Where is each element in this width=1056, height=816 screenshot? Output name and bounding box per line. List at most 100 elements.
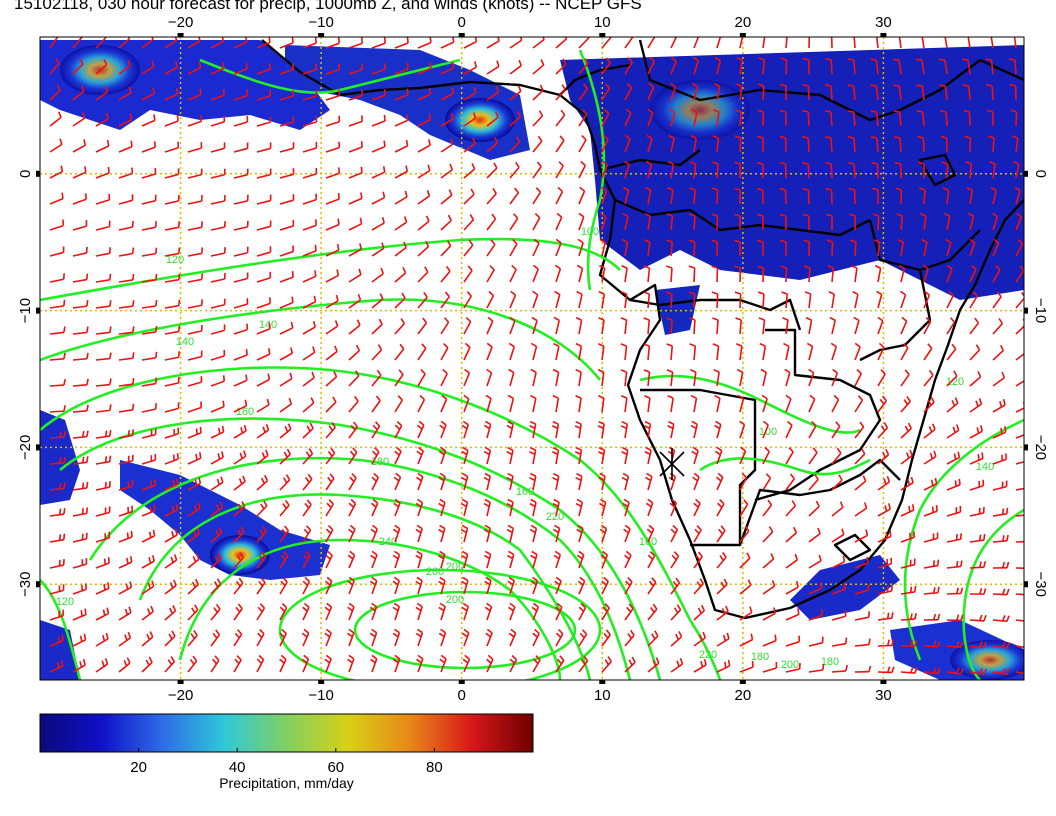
wind-barb [1015,428,1024,439]
wind-barb [969,452,984,465]
wind-barb [95,247,111,257]
wind-barb [735,343,743,361]
contour-line [88,456,632,680]
wind-barb [325,89,341,101]
colorbar [39,713,534,753]
wind-barb [946,533,962,543]
wind-barb [785,581,799,595]
wind-barb [666,239,673,257]
wind-barb [233,475,246,491]
wind-barb [969,371,982,387]
wind-barb [577,238,584,257]
lon-tick-label-bottom: 30 [875,687,892,704]
wind-barb [900,369,910,387]
wind-barb [1015,514,1024,517]
wind-barb [735,83,743,101]
wind-barb [506,498,514,517]
wind-barb [164,247,181,257]
wind-barb [187,273,204,283]
wind-barb [714,56,722,75]
wind-barb [417,62,432,75]
wind-barb [555,655,565,673]
wind-barb [348,63,364,75]
wind-barb [943,212,951,231]
wind-barb [969,317,980,335]
lon-tick-label-top: −20 [168,14,193,31]
wind-barb [394,292,406,309]
wind-barb [624,37,634,49]
wind-barb [1015,593,1024,596]
wind-barb [347,654,355,673]
wind-barb [531,316,538,335]
wind-barb [1010,109,1018,127]
wind-barb [992,588,1010,596]
wind-barb [621,238,629,257]
wind-barb [483,472,491,491]
wind-barb [946,370,958,387]
wind-barb [922,264,929,283]
wind-barb [850,239,857,257]
wind-barb [348,141,363,153]
wind-barb [808,447,818,465]
wind-barb [688,265,696,283]
contour-label: 240 [379,536,397,548]
wind-barb [762,473,772,491]
wind-barb [118,352,135,361]
wind-barb [95,112,109,127]
wind-barb [1015,318,1024,335]
frame-tick [36,170,40,177]
wind-barb [785,526,798,543]
wind-barb [509,136,521,153]
wind-barb [164,168,180,179]
wind-barb [990,186,997,205]
wind-barb [854,448,866,465]
frame-tick [1024,444,1028,451]
wind-barb [415,524,423,543]
wind-barb [325,115,341,127]
wind-barb [118,403,135,413]
wind-barb [831,421,841,439]
wind-barb [779,187,787,205]
wind-barb [325,218,340,231]
wind-barb [302,473,313,491]
wind-barb [623,186,630,205]
wind-barb [785,608,800,621]
wind-barb [210,578,222,595]
wind-barb [1014,186,1021,205]
contour-line [138,493,592,680]
wind-barb [575,316,583,335]
wind-barb [529,446,537,465]
wind-barb [712,343,720,361]
wind-barb [600,550,609,569]
wind-barb [877,557,893,569]
wind-barb [923,613,941,621]
wind-barb [118,220,134,231]
wind-barb [164,528,178,543]
wind-barb [187,194,203,205]
wind-barb [95,166,110,179]
wind-barb [72,608,87,621]
wind-barb [393,472,402,491]
wind-barb [95,582,110,595]
wind-barb [992,318,1003,335]
wind-barb [666,369,674,387]
wind-barb [643,317,651,335]
wind-barb [233,450,247,465]
wind-barb [530,394,537,413]
wind-barb [164,503,179,517]
wind-barb [923,477,938,491]
wind-barb [735,109,742,127]
wind-barb [371,344,383,361]
wind-barb [666,291,673,309]
frame-tick [36,444,40,451]
wind-barb [417,139,431,153]
wind-barb [529,498,537,517]
wind-barb [870,136,879,153]
wind-barb [486,368,493,387]
wind-barb [72,430,89,439]
wind-barb [624,108,632,127]
wind-barb [324,602,333,621]
wind-barb [553,342,560,361]
wind-barb [601,134,609,153]
wind-barb [394,62,409,75]
